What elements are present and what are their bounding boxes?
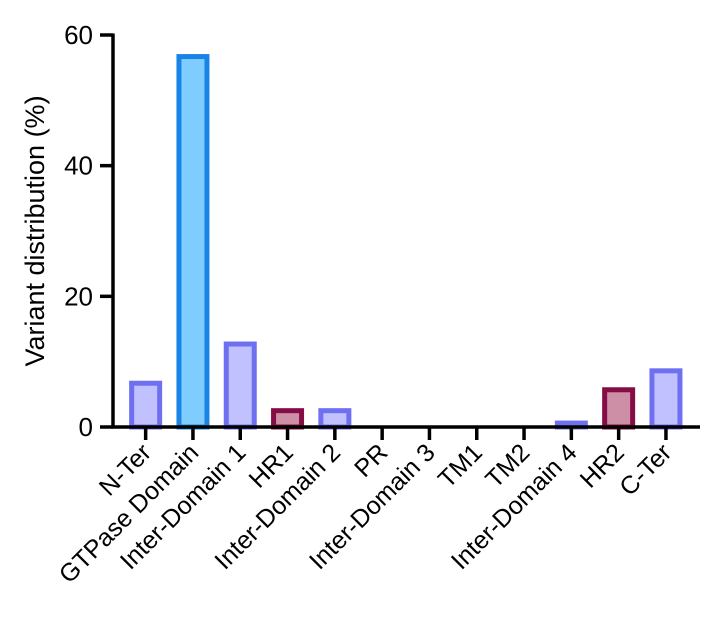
y-axis-title: Variant distribution (%) [20, 95, 50, 366]
y-tick-label: 0 [79, 412, 93, 442]
x-tick-label: C-Ter [614, 438, 677, 501]
bar [129, 380, 163, 430]
bar [223, 341, 257, 430]
x-tick-label: TM1 [433, 438, 488, 493]
y-axis-ticks: 0 20 40 60 [64, 20, 113, 442]
bars [129, 54, 683, 430]
bar [649, 368, 683, 430]
y-tick-label: 20 [64, 281, 93, 311]
bar [318, 408, 352, 430]
bar [602, 387, 636, 430]
y-tick-label: 60 [64, 20, 93, 50]
y-tick-label: 40 [64, 151, 93, 181]
bar [176, 54, 210, 430]
bar [271, 408, 305, 430]
